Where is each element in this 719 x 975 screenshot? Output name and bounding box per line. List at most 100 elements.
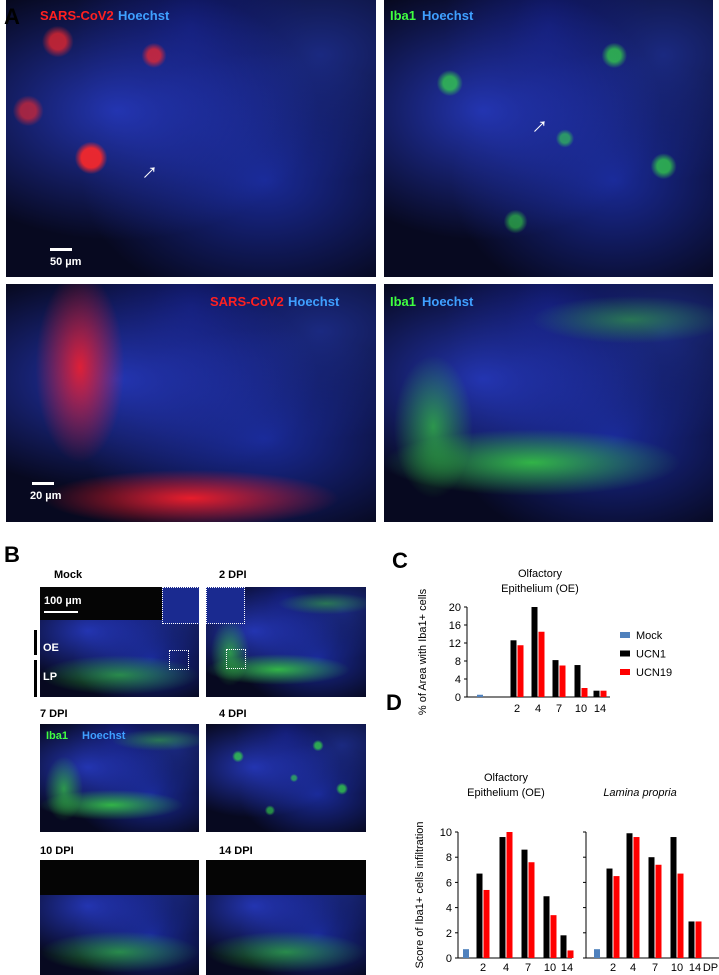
y-axis-label: Score of Iba1+ cells infiltration [414, 821, 426, 968]
bar-ucn1 [510, 640, 517, 697]
bar-ucn19 [567, 950, 574, 958]
bar-ucn1 [593, 690, 600, 697]
image-14dpi [206, 860, 366, 975]
legend-label: Mock [636, 630, 663, 642]
oe-bracket [34, 630, 37, 655]
x-tick-label: 14 [594, 703, 606, 715]
panel-label-a: A [4, 4, 20, 29]
y-tick-label: 10 [440, 827, 452, 839]
panel-label-b: B [4, 542, 20, 567]
x-tick-label: 10 [671, 962, 683, 974]
inset-region [169, 650, 189, 670]
lp-label: LP [43, 671, 58, 683]
bar-ucn1 [552, 660, 559, 697]
y-tick-label: 8 [455, 656, 461, 668]
label-10dpi: 10 DPI [40, 845, 74, 857]
bar-ucn1 [574, 665, 581, 697]
stain-label-hoechst: Hoechst [422, 8, 474, 23]
bar-mock [477, 694, 483, 697]
label-2dpi: 2 DPI [219, 569, 247, 581]
panel-label-d: D [386, 690, 402, 715]
label-14dpi: 14 DPI [219, 845, 253, 857]
bar-ucn19 [677, 873, 684, 958]
image-mock: 100 µm OE LP [40, 587, 199, 697]
chart-title: Olfactory [484, 772, 529, 784]
x-tick-label: 14 [561, 962, 573, 974]
image-iba1-overview: Iba1 Hoechst ↑ [384, 0, 713, 277]
bar-ucn1 [606, 868, 613, 958]
bar-ucn1 [531, 607, 538, 697]
scale-label: 20 µm [30, 490, 62, 502]
label-4dpi: 4 DPI [219, 708, 247, 720]
x-tick-label: 10 [544, 962, 556, 974]
x-tick-label: 7 [652, 962, 658, 974]
bar-ucn19 [517, 645, 524, 697]
bar-ucn19 [613, 876, 620, 958]
y-tick-label: 4 [455, 674, 461, 686]
bar-ucn1 [499, 837, 506, 958]
legend-swatch [620, 669, 630, 675]
y-tick-label: 8 [446, 852, 452, 864]
y-tick-label: 16 [449, 620, 461, 632]
image-sars-cov2-overview: SARS-CoV2 Hoechst ↑ 50 µm [6, 0, 376, 277]
inset-region [226, 649, 246, 669]
bar-ucn1 [521, 849, 528, 958]
stain-label-sars: SARS-CoV2 [210, 294, 284, 309]
legend-label: UCN19 [636, 667, 672, 679]
y-axis-label: % of Area with Iba1+ cells [417, 588, 429, 715]
bar-ucn1 [670, 837, 677, 958]
y-tick-label: 0 [455, 692, 461, 704]
bar-ucn19 [600, 690, 607, 697]
bar-ucn19 [633, 837, 640, 958]
legend-swatch [620, 632, 630, 638]
oe-label: OE [43, 642, 59, 654]
bar-ucn19 [550, 915, 557, 958]
bar-mock [463, 949, 469, 958]
x-tick-label: 2 [514, 703, 520, 715]
scale-bar [32, 482, 54, 485]
bar-mock [594, 949, 600, 958]
image-4dpi [206, 724, 366, 832]
scale-label: 100 µm [44, 595, 82, 607]
stain-label-hoechst: Hoechst [288, 294, 340, 309]
scale-bar [50, 248, 72, 251]
x-tick-label: 10 [575, 703, 587, 715]
label-7dpi: 7 DPI [40, 708, 68, 720]
legend-label: UCN1 [636, 649, 666, 661]
bar-ucn1 [476, 873, 483, 958]
x-tick-label: 14 [689, 962, 701, 974]
scale-bar [44, 611, 78, 613]
stain-label-iba1: Iba1 [46, 730, 69, 742]
bar-ucn19 [655, 864, 662, 958]
bar-ucn19 [528, 862, 535, 958]
chart-title: Epithelium (OE) [501, 583, 579, 595]
stain-label-hoechst: Hoechst [118, 8, 170, 23]
bar-ucn19 [581, 688, 588, 697]
bar-ucn1 [543, 896, 550, 958]
panel-label-c: C [392, 548, 408, 573]
x-tick-label: 4 [503, 962, 509, 974]
x-tick-label: 7 [556, 703, 562, 715]
bar-ucn19 [506, 832, 513, 958]
x-tick-label: 4 [630, 962, 636, 974]
y-tick-label: 12 [449, 638, 461, 650]
x-tick-label: 2 [480, 962, 486, 974]
bar-ucn1 [688, 921, 695, 958]
image-iba1-detail: Iba1 Hoechst [384, 284, 713, 522]
stain-label-iba1: Iba1 [390, 8, 417, 23]
bar-ucn19 [559, 665, 566, 697]
bar-ucn1 [560, 935, 567, 958]
x-tick-label: 2 [610, 962, 616, 974]
y-tick-label: 4 [446, 903, 452, 915]
stain-label-iba1: Iba1 [390, 294, 417, 309]
y-tick-label: 6 [446, 877, 452, 889]
y-tick-label: 2 [446, 928, 452, 940]
image-7dpi: Iba1 Hoechst [40, 724, 199, 832]
x-tick-label: 4 [535, 703, 541, 715]
label-mock: Mock [54, 569, 83, 581]
bar-ucn1 [626, 833, 633, 958]
y-tick-label: 20 [449, 602, 461, 614]
scale-label: 50 µm [50, 256, 82, 268]
